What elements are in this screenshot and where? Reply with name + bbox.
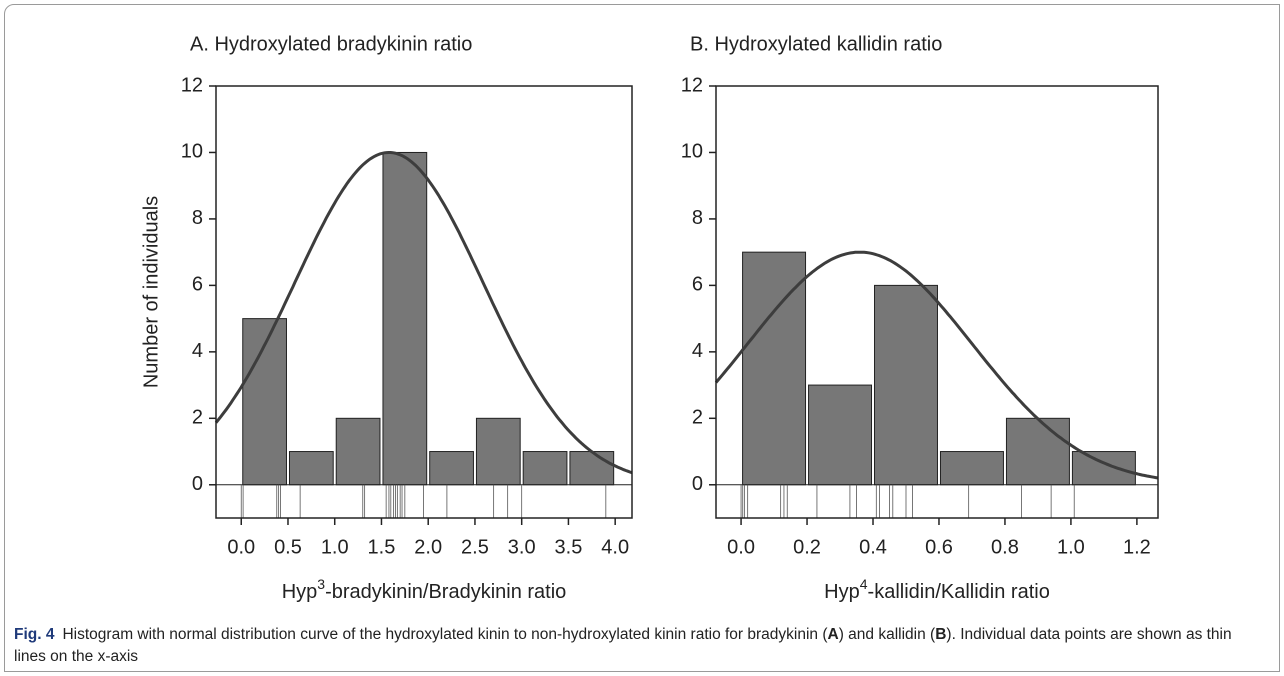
y-tick-label: 8 — [692, 207, 703, 229]
x-tick-label: 0.5 — [274, 536, 302, 558]
bar — [382, 151, 428, 486]
bar — [939, 451, 1004, 486]
bar — [429, 451, 474, 486]
y-tick-label: 4 — [192, 340, 203, 362]
y-tick-label: 8 — [192, 207, 203, 229]
fit-curve — [214, 151, 633, 475]
bar — [1005, 417, 1070, 486]
bar — [335, 417, 381, 486]
figure-frame — [4, 4, 1280, 672]
chart-title: A. Hydroxylated bradykinin ratio — [190, 33, 472, 55]
x-tick-label: 4.0 — [601, 536, 629, 558]
caption-text: A — [827, 626, 839, 643]
x-axis-label: Hyp3-bradykinin/Bradykinin ratio — [282, 576, 567, 604]
y-tick-label: 10 — [681, 141, 703, 163]
y-tick-label: 12 — [181, 74, 203, 96]
x-tick-label: 3.0 — [508, 536, 536, 558]
caption: Fig. 4 Histogram with normal distribution… — [14, 624, 1264, 668]
x-axis-label: Hyp4-kallidin/Kallidin ratio — [824, 576, 1050, 604]
caption-text: Histogram with normal distribution curve… — [62, 626, 828, 643]
bar — [874, 284, 938, 486]
bar — [288, 451, 334, 486]
x-axis-label-part: -bradykinin/Bradykinin ratio — [325, 581, 566, 603]
x-tick-label: 1.0 — [1057, 536, 1085, 558]
x-tick-label: 0.2 — [793, 536, 821, 558]
x-axis-label-part: -kallidin/Kallidin ratio — [868, 581, 1050, 603]
x-tick-label: 1.5 — [368, 536, 396, 558]
y-tick-label: 2 — [192, 407, 203, 429]
y-tick-label: 0 — [692, 473, 703, 495]
x-tick-label: 2.0 — [414, 536, 442, 558]
x-tick-label: 1.0 — [321, 536, 349, 558]
y-tick-label: 10 — [181, 141, 203, 163]
y-tick-label: 2 — [692, 407, 703, 429]
x-tick-label: 0.4 — [859, 536, 887, 558]
x-tick-label: 2.5 — [461, 536, 489, 558]
x-tick-label: 0.0 — [727, 536, 755, 558]
caption-text: B — [935, 626, 947, 643]
y-tick-label: 12 — [681, 74, 703, 96]
bar — [569, 451, 615, 486]
x-tick-label: 0.6 — [925, 536, 953, 558]
bar — [1071, 451, 1136, 486]
y-tick-label: 0 — [192, 473, 203, 495]
x-axis-label-part: Hyp — [824, 581, 860, 603]
plot-frame — [715, 85, 1159, 519]
x-axis-label-part: 3 — [317, 576, 325, 592]
plot-frame — [215, 85, 633, 519]
y-tick-label: 6 — [192, 274, 203, 296]
y-axis-label: Number of individuals — [140, 196, 162, 388]
fit-curve — [714, 250, 1159, 480]
bar — [808, 384, 873, 486]
bar — [742, 251, 807, 486]
x-tick-label: 0.0 — [227, 536, 255, 558]
chart-title: B. Hydroxylated kallidin ratio — [690, 33, 942, 55]
x-axis-label-part: 4 — [860, 576, 868, 592]
caption-label: Fig. 4 — [14, 626, 55, 643]
x-tick-label: 3.5 — [555, 536, 583, 558]
x-axis-label-part: Hyp — [282, 581, 318, 603]
x-tick-label: 1.2 — [1123, 536, 1151, 558]
charts: A. Hydroxylated bradykinin ratio Number o… — [140, 33, 1159, 604]
caption-text: ). Individual data points are shown as t… — [14, 626, 1232, 665]
caption-text: ) and kallidin ( — [838, 626, 936, 643]
y-tick-label: 6 — [692, 274, 703, 296]
bar — [522, 451, 568, 486]
bar — [475, 417, 521, 486]
x-tick-label: 0.8 — [991, 536, 1019, 558]
y-tick-label: 4 — [692, 340, 703, 362]
